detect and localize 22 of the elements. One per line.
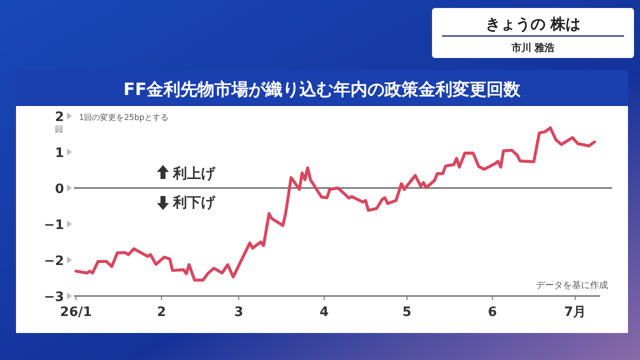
- chart-title: FF金利先物市場が織り込む年内の政策金利変更回数: [123, 80, 522, 100]
- text: 市川 雅浩: [510, 42, 555, 54]
- text: きょうの 株は: [485, 15, 581, 33]
- y-tick-label: −1: [44, 218, 64, 233]
- y-tick-label: 2: [54, 110, 64, 125]
- annotation: 利下げ: [172, 195, 216, 211]
- annotation: データを基に作成: [536, 280, 608, 291]
- y-tick-label: −3: [44, 290, 64, 305]
- x-tick-label: 3: [234, 305, 244, 320]
- x-tick-label: 2: [156, 305, 166, 320]
- annotation: 1回の変更を25bpとする: [79, 113, 168, 122]
- x-tick-label: 6: [488, 305, 497, 320]
- x-tick-label: 26/1: [60, 305, 92, 320]
- x-tick-label: 7月: [564, 305, 586, 320]
- annotation: 利上げ: [172, 166, 216, 182]
- y-tick-label: 0: [54, 182, 64, 197]
- x-tick-label: 4: [320, 305, 329, 320]
- y-axis-title: 回: [55, 125, 63, 134]
- x-tick-label: 5: [402, 305, 412, 320]
- y-tick-label: −2: [44, 254, 64, 269]
- y-tick-label: 1: [54, 146, 64, 161]
- line-series: [74, 126, 596, 282]
